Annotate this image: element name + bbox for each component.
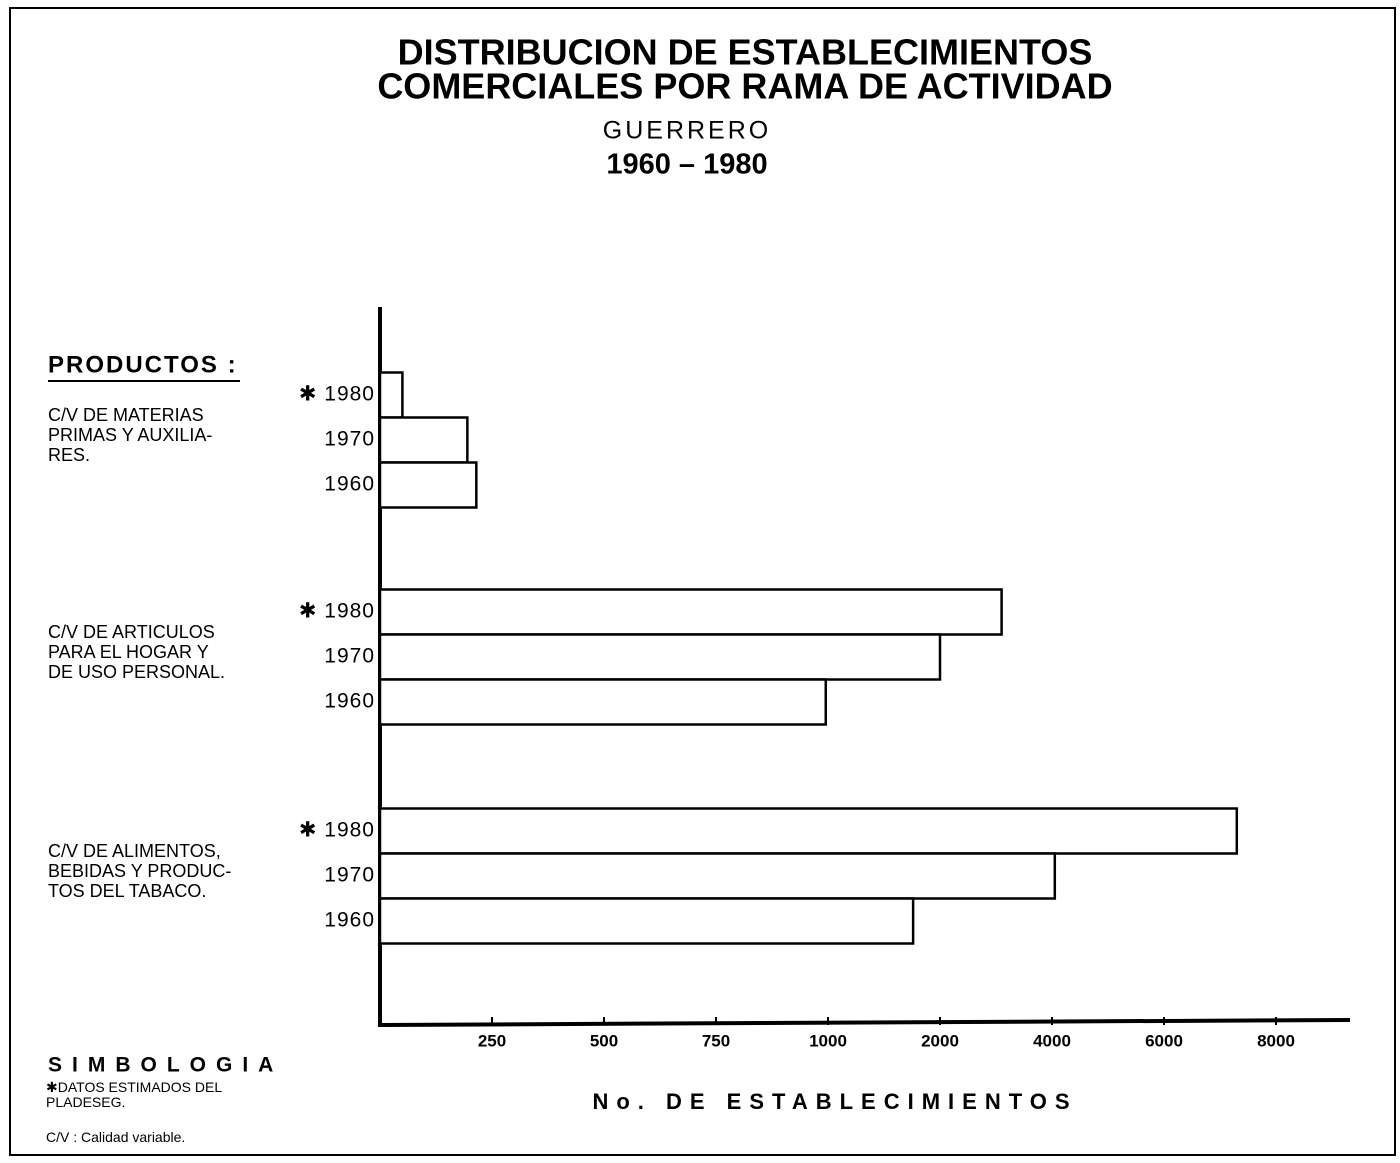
x-axis (379, 1018, 1351, 1027)
x-tick-label: 1000 (809, 1031, 847, 1050)
x-tick-label: 250 (478, 1031, 506, 1050)
category-label: C/V DE ALIMENTOS, BEBIDAS Y PRODUC- TOS … (48, 841, 232, 901)
bar (378, 852, 1057, 900)
x-tick-label: 6000 (1145, 1031, 1183, 1050)
bar (378, 416, 469, 464)
period: 1960 – 1980 (606, 149, 767, 181)
year-label: 1960 (324, 909, 375, 932)
year-label: 1970 (324, 645, 375, 668)
bar (378, 897, 915, 945)
year-label: 1970 (324, 864, 375, 887)
x-tick-label: 2000 (921, 1031, 959, 1050)
note: ✱DATOS ESTIMADOS DEL PLADESEG. (46, 1079, 223, 1110)
chart-title: DISTRIBUCION DE ESTABLECIMIENTOS (398, 32, 1093, 73)
year-label: 1960 (324, 690, 375, 713)
x-tick-label: 8000 (1257, 1031, 1295, 1050)
x-tick-label: 4000 (1033, 1031, 1071, 1050)
category-label: C/V DE ARTICULOS PARA EL HOGAR Y DE USO … (48, 622, 226, 682)
bar (378, 461, 478, 509)
category-label: C/V DE MATERIAS PRIMAS Y AUXILIA- RES. (48, 405, 213, 465)
year-label: 1970 (324, 428, 375, 451)
subtitle: GUERRERO (603, 117, 771, 145)
bar (378, 678, 828, 726)
bar (378, 633, 942, 681)
frame (9, 7, 1396, 1156)
year-label: ✱ 1980 (299, 600, 375, 623)
year-label: 1960 (324, 473, 375, 496)
year-label: ✱ 1980 (299, 383, 375, 406)
bar (378, 371, 404, 419)
note: C/V : Calidad variable. (46, 1129, 186, 1145)
bar (378, 807, 1239, 855)
legend-heading: PRODUCTOS : (48, 351, 238, 378)
year-label: ✱ 1980 (299, 819, 375, 842)
chart-title: COMERCIALES POR RAMA DE ACTIVIDAD (377, 66, 1112, 107)
bar (378, 588, 1003, 636)
x-axis-title: No. DE ESTABLECIMIENTOS (592, 1089, 1077, 1114)
x-tick-label: 750 (702, 1031, 730, 1050)
notes-heading: SIMBOLOGIA (48, 1054, 283, 1077)
x-tick-label: 500 (590, 1031, 618, 1050)
